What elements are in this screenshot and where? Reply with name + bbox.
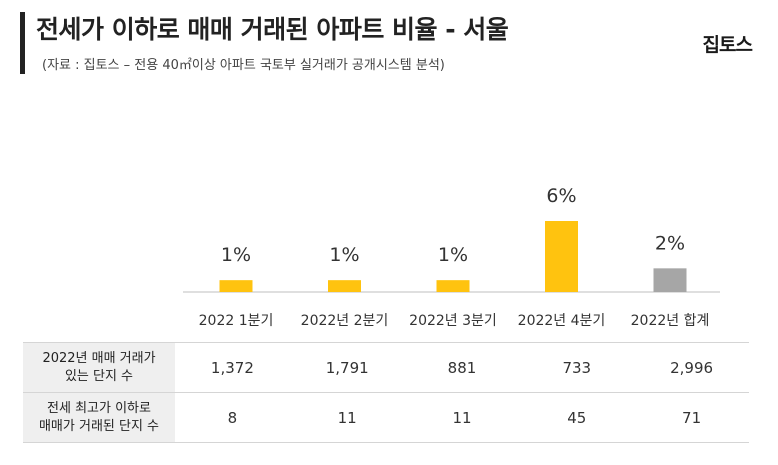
title-accent-bar [20, 12, 25, 74]
value-label-3: 1% [438, 244, 468, 266]
category-label-4: 2022년 4분기 [518, 313, 606, 329]
bar-3 [436, 280, 470, 292]
category-label-2: 2022년 2분기 [301, 313, 389, 329]
table-row: 2022년 매매 거래가 있는 단지 수 1,372 1,791 881 733 2,996 [23, 342, 749, 393]
bar-chart: 1% 2022 1분기 1% 2022년 2분기 1% 2022년 3분기 6% 2022년 … [183, 185, 720, 329]
category-label-3: 2022년 3분기 [409, 313, 497, 329]
source-note: (자료 : 집토스 – 전용 40㎡이상 아파트 국토부 실거래가 공개시스템 … [42, 58, 445, 73]
row-header-line: 2022년 매매 거래가 [42, 350, 156, 366]
bar-2 [328, 280, 361, 292]
table-cell: 733 [519, 342, 635, 393]
row-header-line: 있는 단지 수 [64, 368, 134, 384]
page-title: 전세가 이하로 매매 거래된 아파트 비율 - 서울 [36, 15, 509, 44]
table-row: 전세 최고가 이하로 매매가 거래된 단지 수 8 11 11 45 71 [23, 392, 749, 443]
table-cell: 45 [519, 392, 635, 443]
value-label-5: 2% [655, 232, 685, 254]
data-table: 2022년 매매 거래가 있는 단지 수 1,372 1,791 881 733 2,996… [23, 342, 749, 443]
category-label-5: 2022년 합계 [631, 313, 710, 329]
bar-1 [219, 280, 253, 292]
table-cell: 1,791 [289, 342, 405, 393]
bars-layer: 1% 2022 1분기 1% 2022년 2분기 1% 2022년 3분기 6% 2022년 … [199, 185, 710, 329]
table-cell: 1,372 [175, 342, 290, 393]
table-cell: 8 [175, 392, 290, 443]
brand-logo: 집토스 [702, 34, 753, 56]
row-header-line: 전세 최고가 이하로 [47, 400, 151, 416]
bar-5 [653, 268, 687, 292]
value-label-2: 1% [329, 244, 359, 266]
bar-4 [545, 221, 578, 292]
value-label-1: 1% [221, 244, 251, 266]
table-cell: 11 [289, 392, 405, 443]
table-cell: 71 [634, 392, 749, 443]
value-label-4: 6% [546, 185, 576, 207]
row-header-line: 매매가 거래된 단지 수 [38, 418, 160, 434]
table-cell: 2,996 [634, 342, 749, 393]
table-cell: 11 [404, 392, 520, 443]
table-cell: 881 [404, 342, 520, 393]
category-label-1: 2022 1분기 [199, 313, 274, 329]
